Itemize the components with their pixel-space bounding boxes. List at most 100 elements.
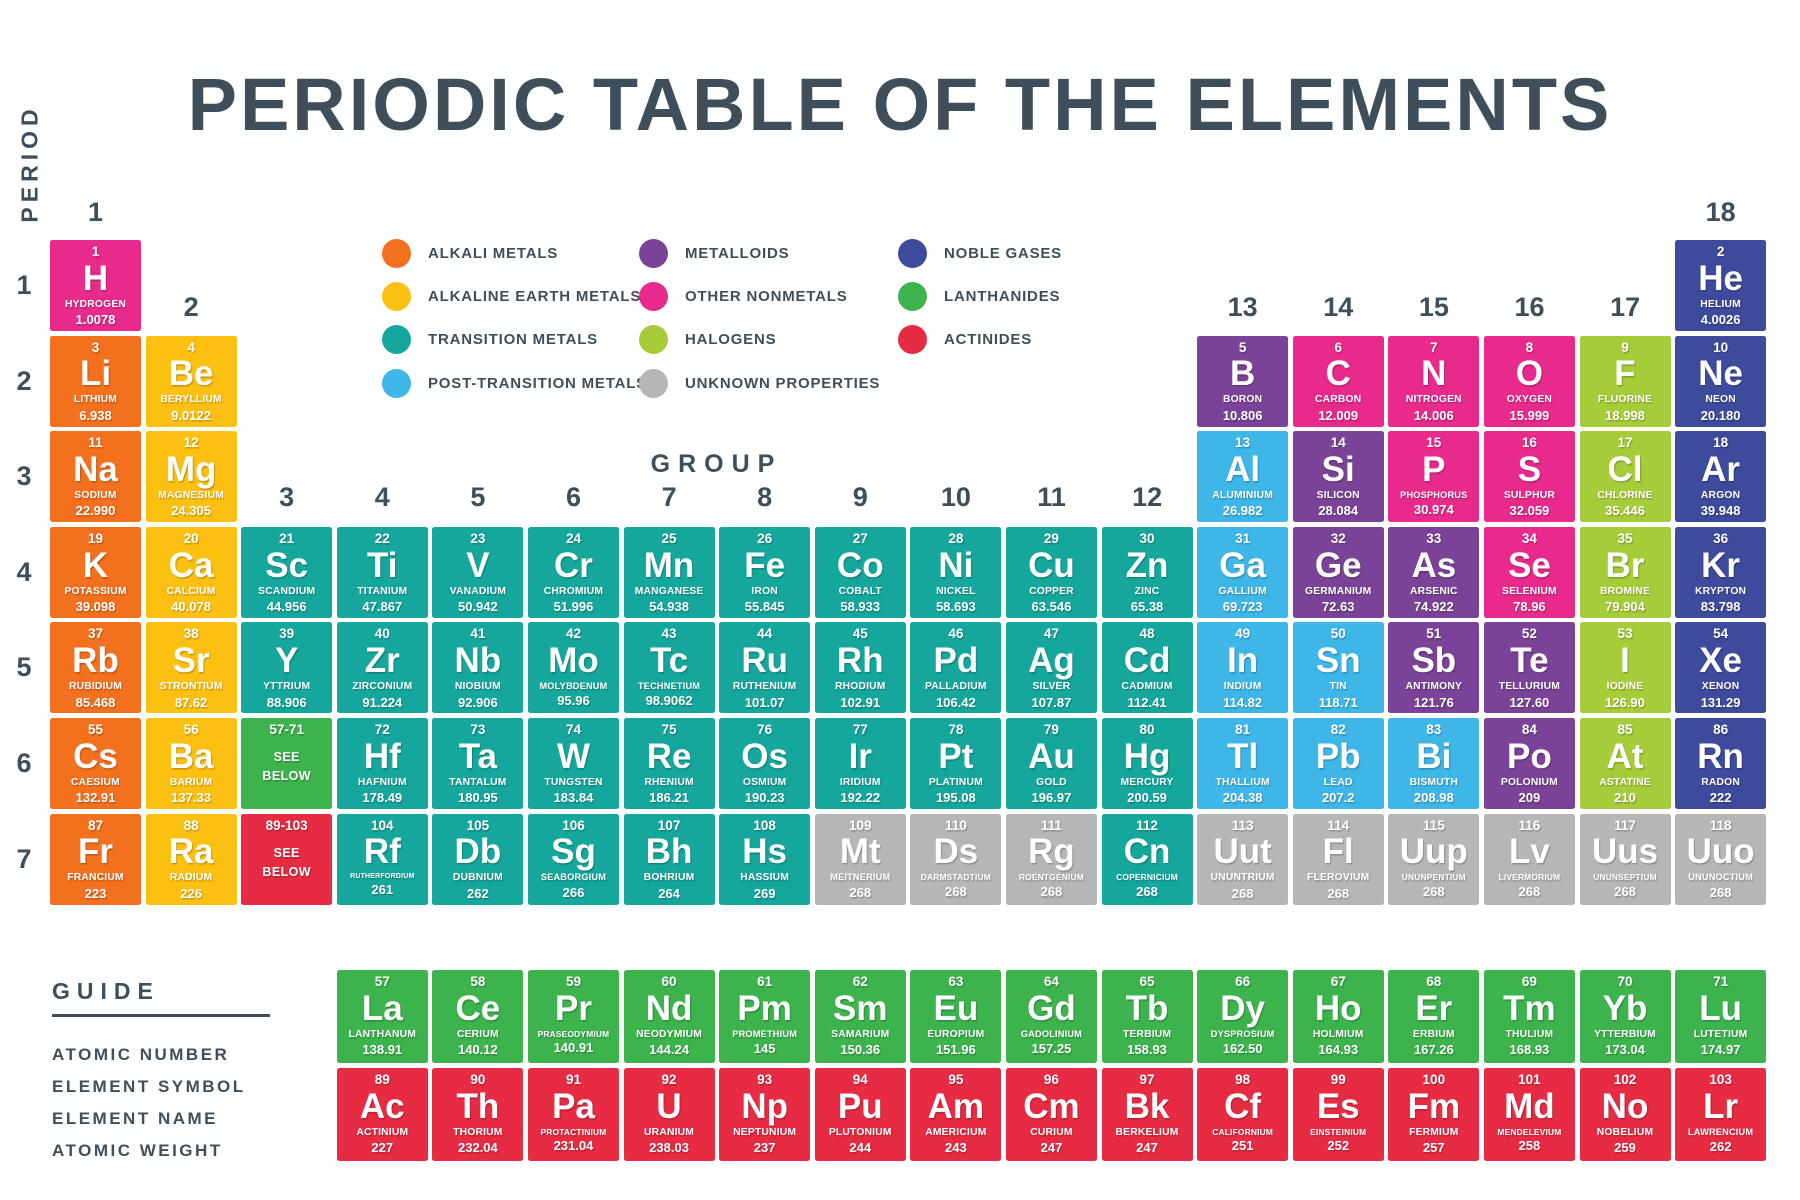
group-number-1: 1 [87,197,104,227]
element-name: MOLYBDENUM [539,681,608,692]
atomic-weight: 268 [944,883,967,899]
element-symbol: Be [168,354,214,394]
element-ti: 22 Ti TITANIUM 47.867 [336,526,428,618]
element-name: KRYPTON [1695,585,1747,597]
element-re: 75 Re RHENIUM 186.21 [623,717,715,809]
element-name: CAESIUM [71,776,120,788]
element-symbol: Re [646,736,692,776]
atomic-weight: 262 [1709,1139,1732,1155]
element-name: IRIDIUM [839,776,881,788]
atomic-weight: 6.938 [79,407,112,423]
element-pm: 61 Pm PROMETHIUM 145 [719,970,811,1063]
element-symbol: Mt [839,832,881,872]
atomic-number: 21 [279,530,295,546]
element-symbol: Rg [1028,832,1075,872]
element-symbol: Hg [1123,736,1171,776]
element-name: OSMIUM [742,776,787,788]
atomic-weight: 114.82 [1223,694,1263,710]
element-name: DUBNIUM [452,872,503,884]
element-name: BORON [1222,394,1263,406]
element-symbol: Ho [1314,988,1362,1028]
element-th: 90 Th THORIUM 232.04 [432,1068,524,1161]
element-symbol: Sg [551,832,596,872]
guide-lines: ATOMIC NUMBER ELEMENT SYMBOL ELEMENT NAME A… [52,1045,270,1161]
atomic-number: 118 [1709,817,1732,833]
atomic-number: 43 [661,626,677,642]
element-symbol: P [1422,450,1446,490]
atomic-weight: 252 [1327,1138,1350,1154]
atomic-weight: 88.906 [266,694,307,710]
atomic-weight: 54.938 [649,598,689,614]
element-symbol: Dy [1220,988,1265,1028]
element-symbol: Ds [933,832,979,872]
element-am: 95 Am AMERICIUM 243 [910,1068,1002,1161]
atomic-number: 56 [183,721,199,737]
element-symbol: At [1606,736,1644,776]
atomic-weight: 51.996 [553,598,594,614]
element-name: COPPER [1029,585,1074,597]
element-name: LIVERMORIUM [1498,872,1561,883]
element-name: URANIUM [644,1126,695,1138]
element-dy: 66 Dy DYSPROSIUM 162.50 [1197,970,1289,1063]
atomic-number: 107 [657,817,681,833]
legend-color-dot [639,239,668,268]
element-symbol: W [556,736,590,776]
atomic-weight: 127.60 [1509,694,1550,710]
element-symbol: Bk [1124,1086,1170,1126]
element-sn: 50 Sn TIN 118.71 [1292,622,1384,714]
element-fl: 114 Fl FLEROVIUM 268 [1292,813,1384,905]
group-number-16: 16 [1514,292,1545,322]
atomic-number: 64 [1043,974,1059,989]
element-symbol: Ra [168,832,214,872]
element-symbol: O [1515,354,1544,394]
element-name: BARIUM [169,776,213,788]
element-symbol: Uuo [1686,832,1755,872]
atomic-number: 114 [1327,817,1350,833]
atomic-number: 4 [187,339,195,355]
element-symbol: Mo [548,641,599,681]
element-name: MAGNESIUM [158,490,225,502]
legend-label: POST-TRANSITION METALS [428,375,647,392]
element-symbol: Rf [363,832,401,872]
element-nb: 41 Nb NIOBIUM 92.906 [432,622,524,714]
element-os: 76 Os OSMIUM 190.23 [719,717,811,809]
element-sm: 62 Sm SAMARIUM 150.36 [814,970,906,1063]
element-symbol: Rn [1697,736,1744,776]
element-symbol: Os [741,736,788,776]
atomic-number: 109 [848,817,872,833]
atomic-number: 29 [1043,530,1059,546]
element-symbol: Ca [168,545,214,585]
element-name: SULPHUR [1503,490,1555,502]
element-uup: 115 Uup UNUNPENTIUM 268 [1388,813,1480,905]
legend-color-dot [639,282,668,311]
element-name: CALCIUM [166,585,216,597]
element-es: 99 Es EINSTEINIUM 252 [1292,1068,1384,1161]
element-symbol: Pd [933,641,979,681]
element-f: 9 F FLUORINE 18.998 [1579,335,1671,427]
element-rh: 45 Rh RHODIUM 102.91 [814,622,906,714]
element-name: DYSPROSIUM [1210,1028,1275,1039]
element-tb: 65 Tb TERBIUM 158.93 [1101,970,1193,1063]
atomic-number: 54 [1713,626,1729,642]
guide-underline [52,1014,270,1017]
element-symbol: Tm [1503,988,1556,1028]
element-name: NITROGEN [1405,394,1462,406]
element-symbol: Uut [1213,832,1272,872]
element-er: 68 Er ERBIUM 167.26 [1388,970,1480,1063]
atomic-weight: 227 [371,1140,394,1156]
element-name: FLEROVIUM [1307,872,1370,884]
atomic-number: 61 [757,974,773,989]
atomic-weight: 4.0026 [1700,312,1741,328]
element-bk: 97 Bk BERKELIUM 247 [1101,1068,1193,1161]
atomic-number: 89 [374,1072,390,1087]
element-symbol: Tl [1227,736,1259,776]
element-symbol: C [1325,354,1351,394]
atomic-weight: 63.546 [1031,598,1072,614]
atomic-weight: 26.982 [1222,503,1263,519]
atomic-weight: 186.21 [649,790,689,806]
element-yb: 70 Yb YTTERBIUM 173.04 [1579,970,1671,1063]
element-symbol: Pu [837,1086,883,1126]
element-symbol: Pb [1315,736,1361,776]
atomic-number: 115 [1422,817,1445,833]
